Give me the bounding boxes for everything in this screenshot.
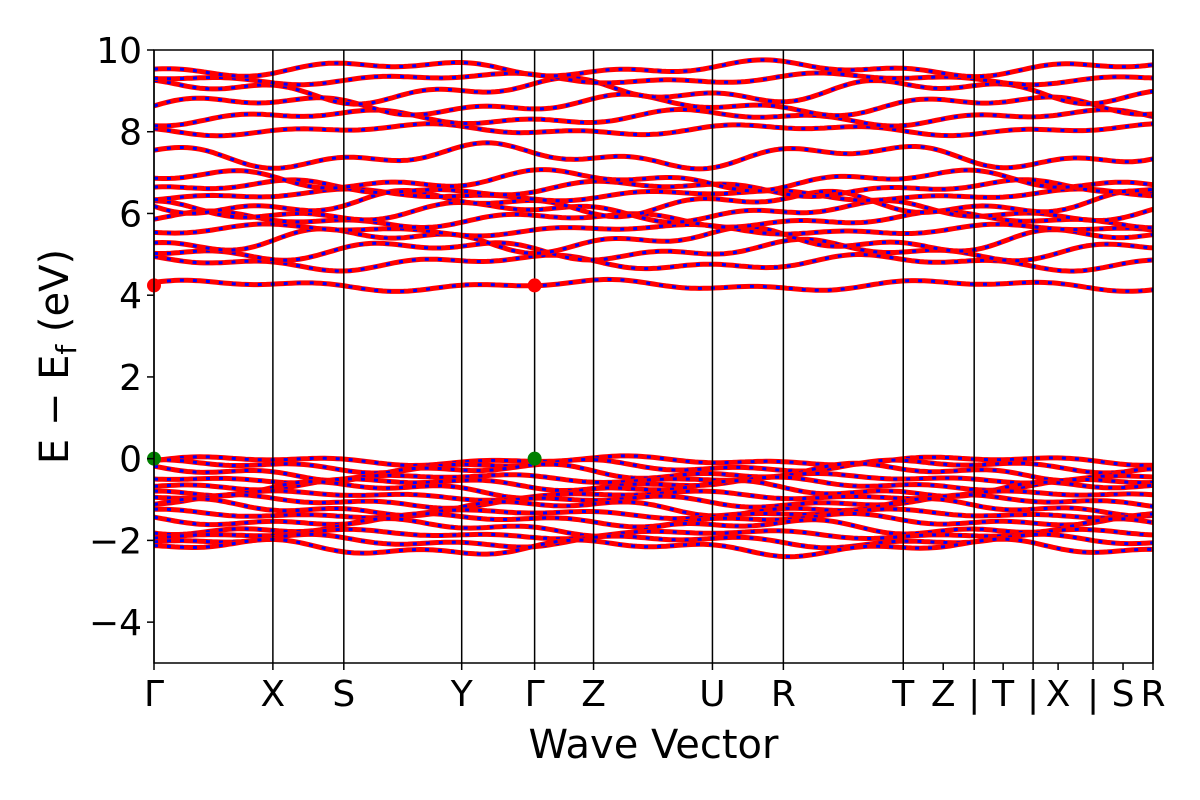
plot-frame [153, 49, 1154, 664]
x-axis: Γ X S Y Γ Z U R T Z | T | X | S R [144, 663, 1166, 715]
x-tick-label-0: Γ [144, 674, 164, 715]
conduction-band-15-overlay [153, 277, 1154, 293]
x-tick-label-4: Γ [525, 674, 545, 715]
cbm-marker-1 [527, 278, 542, 293]
conduction-band-27-overlay [153, 122, 1154, 138]
valence-band-9-overlay [153, 507, 1154, 521]
kpoint-boundary-lines [153, 50, 1154, 663]
conduction-band-26-overlay [153, 141, 1154, 171]
x-tick-label-9: Z [931, 674, 956, 715]
x-tick-label-11: T [991, 674, 1015, 715]
valence-band-7 [153, 492, 1154, 511]
conduction-band-16 [153, 252, 1154, 274]
y-tick-label-7: 10 [96, 31, 142, 72]
x-tick-label-8: T [891, 674, 915, 715]
x-tick-label-6: U [699, 674, 725, 715]
conduction-band-26 [153, 140, 1154, 172]
y-tick-label-4: 4 [119, 276, 142, 317]
x-tick-label-5: Z [581, 674, 606, 715]
conduction-band-23 [153, 186, 1154, 204]
y-tick-label-0: −4 [89, 603, 142, 644]
valence-band-14 [153, 536, 1154, 560]
conduction-band-32 [153, 57, 1154, 80]
x-tick-label-12: | [1027, 674, 1039, 715]
x-tick-label-14: | [1087, 674, 1099, 715]
conduction-band-23-overlay [153, 187, 1154, 203]
valence-band-0-overlay [153, 454, 1154, 468]
valence-band-12-overlay [153, 527, 1154, 541]
valence-band-1 [153, 457, 1154, 476]
y-tick-label-1: −2 [89, 521, 142, 562]
valence-band-6-overlay [153, 489, 1154, 502]
x-tick-label-7: R [771, 674, 796, 715]
y-tick-label-5: 6 [119, 194, 142, 235]
y-tick-label-6: 8 [119, 113, 142, 154]
conduction-band-31-overlay [153, 71, 1154, 87]
y-axis-title-unit: (eV) [32, 249, 78, 345]
y-axis-title-subscript: f [50, 344, 83, 355]
conduction-band-19-overlay [153, 222, 1154, 238]
vbm-marker-1 [527, 451, 542, 466]
conduction-band-17 [153, 236, 1154, 264]
conduction-band-21 [153, 198, 1154, 225]
y-axis-title-main: E − E [32, 355, 78, 465]
valence-band-8 [153, 496, 1154, 519]
band-lines [153, 57, 1154, 560]
y-tick-label-3: 2 [119, 358, 142, 399]
conduction-band-15 [153, 276, 1154, 294]
x-tick-label-15: S [1112, 674, 1135, 715]
conduction-band-27 [153, 121, 1154, 139]
x-axis-title: Wave Vector [529, 722, 780, 768]
x-tick-label-16: R [1140, 674, 1165, 715]
y-tick-label-2: 0 [119, 440, 142, 481]
conduction-band-30-overlay [153, 76, 1154, 106]
conduction-band-28 [153, 107, 1154, 129]
x-tick-label-3: Y [450, 674, 474, 715]
conduction-band-22-overlay [153, 189, 1154, 219]
y-axis-title: E − Ef (eV) [32, 249, 83, 464]
x-tick-label-13: X [1046, 674, 1071, 715]
conduction-band-24 [153, 177, 1154, 199]
x-tick-label-2: S [332, 674, 355, 715]
x-tick-label-10: | [968, 674, 980, 715]
valence-band-3-overlay [153, 471, 1154, 485]
y-axis: −4 −2 0 2 4 6 8 10 [89, 31, 154, 644]
conduction-band-25-overlay [153, 168, 1154, 193]
x-tick-label-1: X [261, 674, 286, 715]
